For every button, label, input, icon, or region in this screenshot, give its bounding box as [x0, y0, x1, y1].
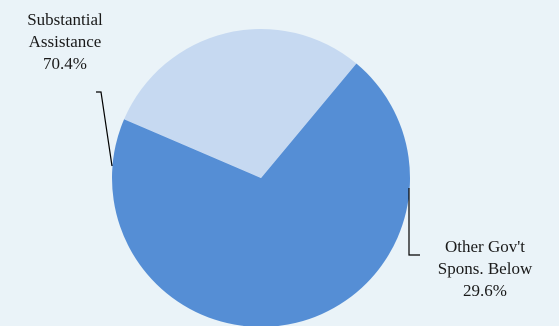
slice-label-line: Substantial: [27, 10, 103, 29]
slice-label-line: Spons. Below: [437, 259, 533, 278]
pie-slice-1: [124, 29, 357, 179]
slice-label-substantial-assistance: Substantial Assistance 70.4%: [6, 9, 124, 75]
slice-label-line: Other Gov't: [444, 237, 526, 256]
leader-line-0: [96, 91, 113, 167]
slice-value-label: 70.4%: [43, 54, 87, 73]
leader-line-1: [408, 188, 420, 256]
slice-label-other-govt-spons-below: Other Gov't Spons. Below 29.6%: [415, 236, 555, 302]
slice-label-line: Assistance: [28, 32, 102, 51]
pie-slice-0: [112, 63, 410, 326]
slice-value-label: 29.6%: [463, 281, 507, 300]
